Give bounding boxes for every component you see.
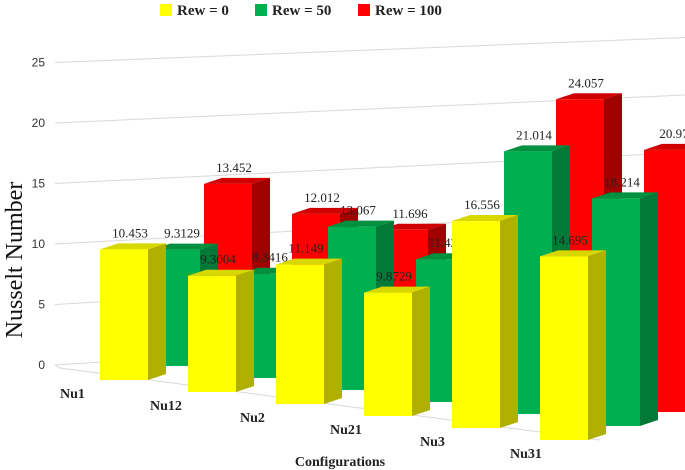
bar-top	[328, 220, 394, 227]
data-label: 21.014	[516, 127, 552, 142]
bar-top	[204, 177, 270, 184]
bar-side	[588, 250, 606, 440]
y-axis-label: Nusselt Number	[2, 182, 28, 339]
data-label: 13.452	[216, 160, 252, 175]
bar-top	[188, 269, 254, 276]
x-tick-label: Nu3	[420, 435, 445, 450]
bar-top	[452, 215, 518, 222]
bar-top	[540, 250, 606, 257]
legend-swatch	[358, 4, 370, 16]
data-label: 9.8729	[376, 269, 412, 284]
bar-top	[644, 143, 685, 150]
bar-side	[148, 243, 166, 380]
bar-side	[324, 258, 342, 404]
y-tick-label: 15	[32, 177, 46, 191]
bar	[188, 275, 236, 392]
bar-side	[500, 215, 518, 428]
bar	[364, 292, 412, 416]
x-tick-label: Nu12	[150, 399, 182, 414]
bar-top	[100, 243, 166, 250]
x-tick-label: Nu21	[330, 423, 362, 438]
data-label: 11.149	[288, 241, 323, 256]
data-label: 24.057	[568, 75, 604, 90]
x-axis-label: Configurations	[295, 455, 386, 470]
data-label: 11.696	[392, 206, 428, 221]
bar-top	[292, 207, 358, 214]
bar-top	[380, 223, 446, 230]
legend-swatch	[255, 4, 267, 16]
gridline	[54, 37, 685, 63]
x-tick-label: Nu2	[240, 411, 265, 426]
data-label: 8.3416	[252, 250, 288, 265]
data-label: 12.012	[304, 190, 340, 205]
bar	[540, 256, 588, 440]
bar-side	[640, 192, 658, 426]
bar-top	[556, 93, 622, 100]
y-tick-label: 5	[38, 298, 45, 312]
bar-top	[364, 286, 430, 293]
legend-label: Rew = 50	[272, 3, 331, 19]
bar-top	[276, 258, 342, 265]
data-label: 10.453	[112, 225, 148, 240]
data-label: 9.3129	[164, 226, 200, 241]
legend-label: Rew = 100	[375, 3, 442, 19]
bar-side	[236, 269, 254, 392]
y-tick-label: 25	[32, 56, 46, 70]
data-label: 9.3004	[200, 252, 236, 267]
bar-top	[504, 145, 570, 152]
y-tick-label: 20	[32, 116, 46, 130]
bar-top	[152, 243, 218, 250]
data-label: 20.97	[659, 126, 685, 141]
bar	[100, 249, 148, 380]
bar-side	[412, 286, 430, 416]
y-tick-label: 10	[32, 237, 46, 251]
x-tick-label: Nu31	[510, 447, 542, 462]
data-label: 14.695	[552, 232, 588, 247]
legend-swatch	[160, 4, 172, 16]
y-tick-label: 0	[38, 358, 45, 372]
bar	[452, 221, 500, 428]
floor-edge	[54, 364, 601, 441]
legend-label: Rew = 0	[177, 3, 229, 19]
data-label: 13.067	[340, 203, 376, 218]
x-tick-label: Nu1	[60, 387, 85, 402]
bar	[276, 264, 324, 404]
data-label: 18.214	[604, 174, 640, 189]
bar-top	[592, 192, 658, 199]
data-label: 16.556	[464, 197, 500, 212]
